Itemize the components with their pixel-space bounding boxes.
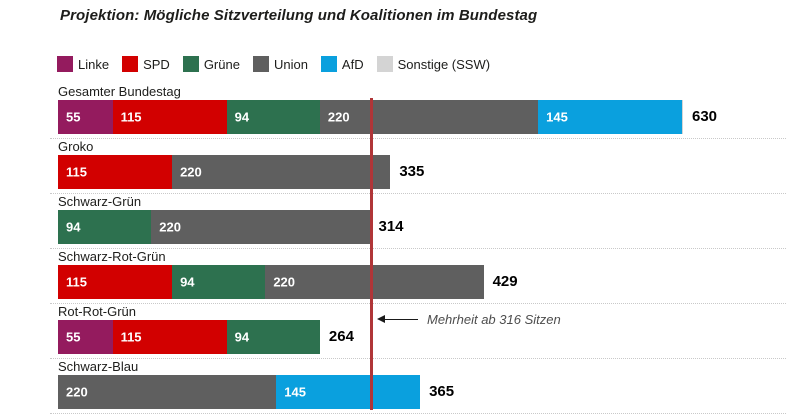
legend-item-linke: Linke bbox=[57, 56, 109, 72]
chart-row: Schwarz-Rot-Grün 115 94 220 429 bbox=[0, 249, 800, 304]
chart-title: Projektion: Mögliche Sitzverteilung und … bbox=[60, 7, 538, 24]
row-separator bbox=[50, 138, 786, 139]
segment-value: 220 bbox=[180, 164, 202, 180]
legend-label: Grüne bbox=[203, 56, 240, 72]
segment-value: 55 bbox=[66, 329, 81, 345]
segment-value: 145 bbox=[546, 109, 568, 125]
legend-label: Sonstige (SSW) bbox=[397, 56, 491, 72]
row-label: Rot-Rot-Grün bbox=[58, 304, 137, 319]
bar-segment-linke: 55 bbox=[58, 100, 113, 134]
bar-segment-gruene: 94 bbox=[226, 320, 320, 354]
spd-swatch bbox=[122, 56, 139, 72]
chart-row: Groko 115 220 335 bbox=[0, 139, 800, 194]
segment-value: 115 bbox=[66, 164, 87, 180]
stacked-bar: 55 115 94 bbox=[58, 320, 320, 354]
segment-value: 94 bbox=[180, 274, 195, 290]
annotation-text: Mehrheit ab 316 Sitzen bbox=[427, 311, 561, 327]
bar-segment-spd: 115 bbox=[58, 155, 173, 189]
legend-label: SPD bbox=[143, 56, 170, 72]
legend-item-spd: SPD bbox=[122, 56, 170, 72]
segment-value: 115 bbox=[120, 109, 142, 125]
segment-value: 220 bbox=[273, 274, 296, 290]
bar-segment-gruene: 94 bbox=[172, 265, 266, 299]
segment-value: 55 bbox=[66, 109, 81, 125]
stacked-bar: 55 115 94 220 145 bbox=[58, 100, 683, 134]
bar-total: 335 bbox=[399, 163, 425, 180]
bar-segment-linke: 55 bbox=[58, 320, 113, 354]
legend-label: Union bbox=[273, 56, 308, 72]
row-separator bbox=[50, 248, 786, 249]
arrow-left-icon bbox=[377, 315, 385, 323]
arrow-shaft-line bbox=[385, 318, 418, 320]
bar-total: 630 bbox=[692, 108, 718, 125]
bar-total: 264 bbox=[328, 328, 354, 345]
legend-label: Linke bbox=[78, 56, 110, 72]
legend: Linke SPD Grüne Union AfD Sonstige (SSW) bbox=[57, 56, 490, 72]
stacked-bar: 220 145 bbox=[58, 375, 421, 409]
bar-total: 314 bbox=[378, 218, 404, 235]
majority-line bbox=[369, 98, 373, 410]
segment-value: 94 bbox=[234, 109, 250, 125]
row-label: Schwarz-Rot-Grün bbox=[58, 249, 166, 264]
bar-segment-union: 220 bbox=[319, 100, 539, 134]
bar-segment-spd: 115 bbox=[112, 320, 227, 354]
bar-segment-union: 220 bbox=[265, 265, 484, 299]
row-label: Groko bbox=[58, 139, 94, 154]
stacked-bar: 115 94 220 bbox=[58, 265, 484, 299]
legend-item-union: Union bbox=[252, 56, 308, 72]
bar-segment-gruene: 94 bbox=[226, 100, 320, 134]
segment-value: 220 bbox=[159, 219, 181, 235]
segment-value: 220 bbox=[327, 109, 350, 125]
row-separator bbox=[50, 303, 786, 304]
segment-value: 220 bbox=[66, 384, 88, 400]
row-label: Schwarz-Blau bbox=[58, 359, 139, 374]
row-separator bbox=[50, 193, 786, 194]
bar-segment-afd: 145 bbox=[538, 100, 682, 134]
stacked-bar: 115 220 bbox=[58, 155, 391, 189]
gruene-swatch bbox=[182, 56, 199, 72]
bar-segment-spd: 115 bbox=[58, 265, 173, 299]
chart-row: Gesamter Bundestag 55 115 94 220 145 630 bbox=[0, 84, 800, 139]
linke-swatch bbox=[57, 56, 73, 72]
row-separator bbox=[50, 358, 786, 359]
sonstige-swatch bbox=[376, 56, 393, 72]
legend-label: AfD bbox=[341, 56, 364, 72]
segment-value: 94 bbox=[234, 329, 250, 345]
bar-segment-spd: 115 bbox=[112, 100, 227, 134]
bar-segment-union: 220 bbox=[172, 155, 391, 189]
stacked-bar: 94 220 bbox=[58, 210, 370, 244]
union-swatch bbox=[252, 56, 269, 72]
legend-item-afd: AfD bbox=[320, 56, 364, 72]
row-label: Schwarz-Grün bbox=[58, 194, 142, 209]
bar-segment-union: 220 bbox=[58, 375, 277, 409]
segment-value: 94 bbox=[66, 219, 81, 235]
majority-annotation: Mehrheit ab 316 Sitzen bbox=[377, 306, 561, 332]
legend-item-gruene: Grüne bbox=[182, 56, 240, 72]
afd-swatch bbox=[320, 56, 337, 72]
segment-value: 115 bbox=[66, 274, 87, 290]
bar-total: 429 bbox=[492, 273, 518, 290]
bar-segment-afd: 145 bbox=[276, 375, 421, 409]
chart-row: Rot-Rot-Grün 55 115 94 264 bbox=[0, 304, 800, 359]
chart-row: Schwarz-Grün 94 220 314 bbox=[0, 194, 800, 249]
bar-segment-sonstige bbox=[681, 100, 683, 134]
bar-segment-union: 220 bbox=[151, 210, 370, 244]
row-separator bbox=[50, 413, 786, 414]
row-label: Gesamter Bundestag bbox=[58, 84, 181, 99]
segment-value: 115 bbox=[120, 329, 142, 345]
bar-total: 365 bbox=[429, 383, 455, 400]
chart-row: Schwarz-Blau 220 145 365 bbox=[0, 359, 800, 414]
bar-segment-gruene: 94 bbox=[58, 210, 152, 244]
legend-item-sonstige: Sonstige (SSW) bbox=[376, 56, 491, 72]
segment-value: 145 bbox=[284, 384, 306, 400]
